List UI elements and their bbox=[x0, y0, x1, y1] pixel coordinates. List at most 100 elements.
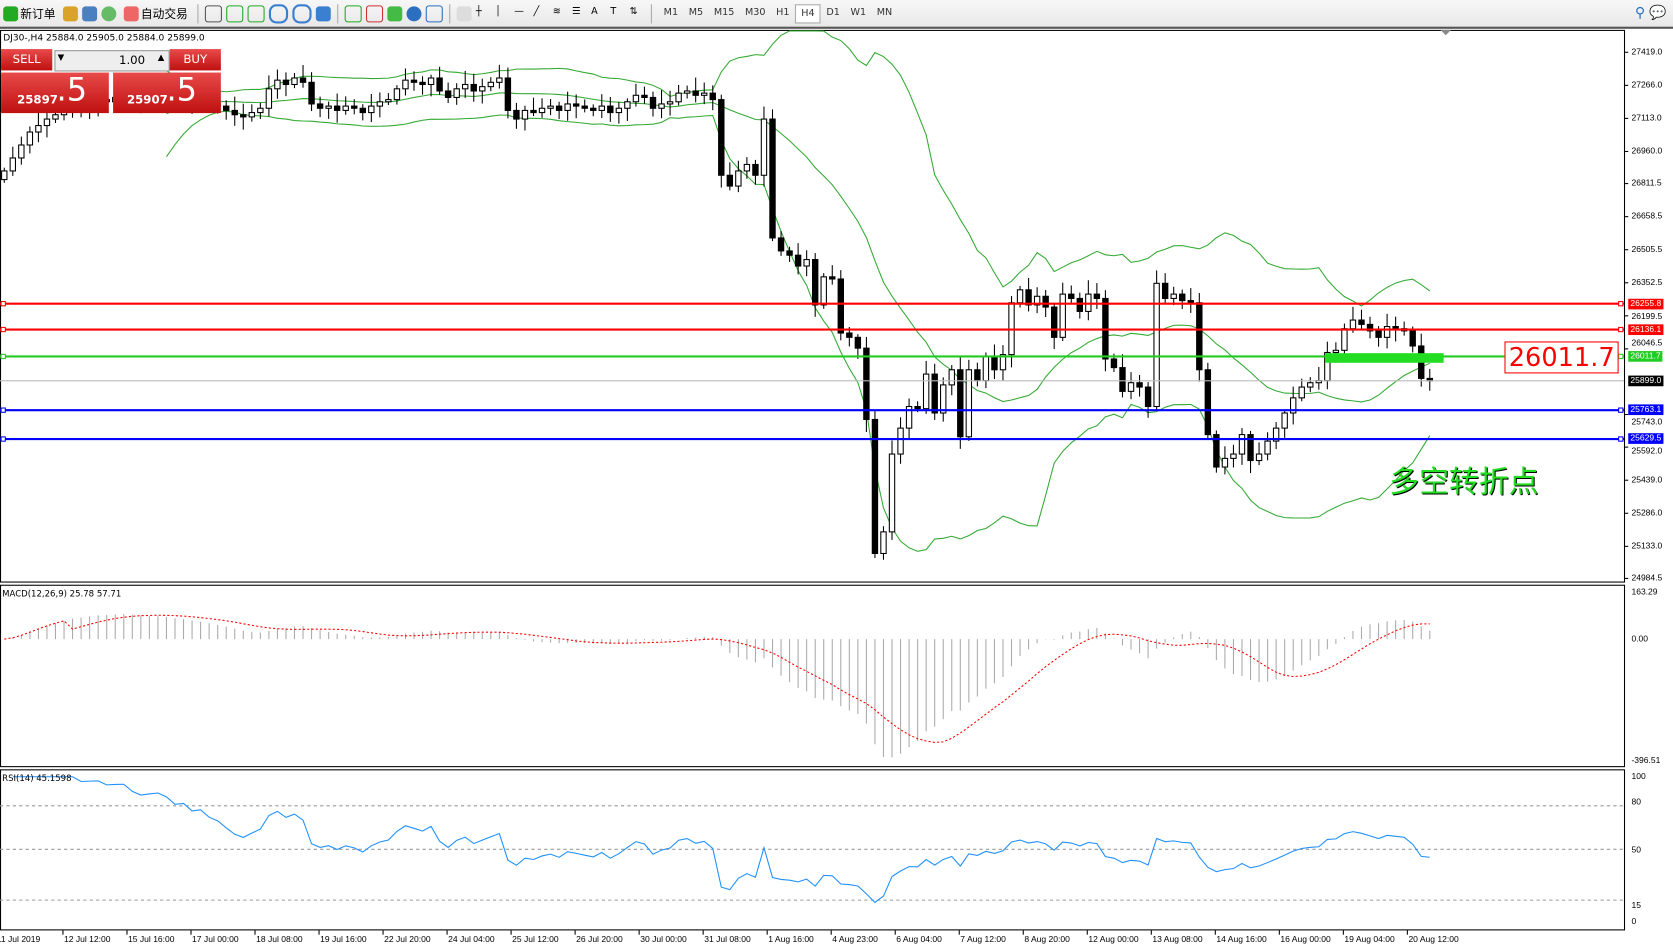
candle-bull bbox=[965, 369, 973, 438]
line-handle bbox=[1618, 301, 1624, 307]
candle-bear bbox=[1144, 386, 1152, 408]
candle-bear bbox=[555, 105, 563, 111]
candle-bull bbox=[257, 107, 264, 114]
new-order-button[interactable]: 新订单 bbox=[0, 3, 59, 24]
divider bbox=[337, 3, 339, 23]
candle-bear bbox=[308, 81, 315, 105]
timeframe-w1[interactable]: W1 bbox=[850, 6, 867, 18]
time-label: 22 Jul 20:00 bbox=[384, 934, 431, 945]
price-tag: 25629.5 bbox=[1628, 433, 1664, 445]
candle-bear bbox=[991, 356, 998, 371]
periods-clock-icon[interactable] bbox=[406, 5, 422, 21]
price-tag: 26136.1 bbox=[1628, 324, 1664, 335]
timeframe-m15[interactable]: M15 bbox=[713, 6, 735, 18]
timeframe-d1[interactable]: D1 bbox=[826, 6, 840, 18]
candle-bear bbox=[1375, 330, 1382, 338]
increase-lot-button[interactable]: ▲ bbox=[157, 52, 165, 62]
vertical-line-icon[interactable]: │ bbox=[495, 5, 501, 17]
chart-header: DJ30-,H4 25884.0 25905.0 25884.0 25899.0 bbox=[3, 33, 205, 44]
sell-price[interactable]: 25897 .5 bbox=[1, 71, 109, 114]
sell-button[interactable]: SELL bbox=[1, 49, 53, 71]
rsi-axis-tick: 15 bbox=[1631, 900, 1641, 911]
search-icon[interactable]: ⚲ bbox=[1634, 5, 1646, 22]
candle-bull bbox=[1127, 382, 1135, 392]
candle-bear bbox=[359, 107, 366, 114]
candle-chart-icon[interactable] bbox=[226, 4, 244, 22]
channel-icon[interactable]: ≋ bbox=[552, 5, 561, 17]
candle-bear bbox=[223, 105, 230, 111]
candle-bear bbox=[316, 103, 324, 109]
candle-bull bbox=[1059, 293, 1066, 338]
candle-bull bbox=[248, 112, 256, 118]
candle-bear bbox=[410, 79, 418, 83]
trendline-icon[interactable]: ╱ bbox=[533, 5, 540, 17]
candle-bull bbox=[880, 531, 887, 555]
time-label: 19 Aug 04:00 bbox=[1344, 934, 1395, 945]
candle-bear bbox=[299, 77, 307, 83]
candle-bull bbox=[982, 356, 990, 382]
candle-bull bbox=[897, 427, 904, 455]
candle-bear bbox=[1204, 369, 1212, 436]
time-label: 18 Jul 08:00 bbox=[256, 934, 303, 945]
templates-icon[interactable] bbox=[425, 4, 443, 22]
text-label-icon[interactable]: T bbox=[610, 5, 617, 17]
timeframe-m5[interactable]: M5 bbox=[688, 6, 704, 18]
tile-windows-icon[interactable] bbox=[315, 5, 331, 21]
horizontal-line-icon[interactable]: — bbox=[514, 5, 524, 17]
macd-axis-tick: -396.51 bbox=[1631, 755, 1661, 766]
candle-bear bbox=[504, 77, 512, 111]
text-icon[interactable]: A bbox=[591, 5, 598, 17]
candle-bear bbox=[1358, 319, 1365, 325]
timeframe-m1[interactable]: M1 bbox=[663, 6, 679, 18]
candle-bull bbox=[18, 144, 25, 159]
candle-bear bbox=[1187, 300, 1194, 304]
decrease-lot-button[interactable]: ▼ bbox=[57, 52, 65, 62]
candle-bear bbox=[863, 347, 870, 421]
price-tick: 26046.5 bbox=[1631, 338, 1663, 348]
timeframe-m30[interactable]: M30 bbox=[744, 6, 766, 18]
time-label: 7 Aug 12:00 bbox=[960, 934, 1006, 945]
book-icon[interactable] bbox=[62, 5, 78, 21]
time-label: 25 Jul 12:00 bbox=[512, 934, 559, 945]
candle-bull bbox=[1349, 319, 1357, 330]
timeframe-h4[interactable]: H4 bbox=[794, 3, 821, 23]
auto-scroll-icon[interactable] bbox=[344, 4, 362, 22]
time-label: 14 Aug 16:00 bbox=[1216, 934, 1267, 945]
price-label-box: 26011.7 bbox=[1504, 341, 1619, 374]
candle-bull bbox=[666, 101, 674, 105]
timeframe-h1[interactable]: H1 bbox=[776, 6, 790, 18]
candle-bear bbox=[240, 114, 247, 118]
bar-chart-icon[interactable] bbox=[204, 4, 222, 22]
buy-button[interactable]: BUY bbox=[169, 49, 221, 71]
time-label: 6 Aug 04:00 bbox=[896, 934, 942, 945]
timeframe-mn[interactable]: MN bbox=[876, 6, 893, 18]
zoom-out-icon[interactable] bbox=[292, 3, 312, 23]
price-tick: 27113.0 bbox=[1631, 113, 1662, 123]
lot-size-input[interactable]: ▼ 1.00 ▲ bbox=[54, 50, 170, 72]
candle-bear bbox=[957, 369, 964, 438]
time-label: 12 Aug 00:00 bbox=[1088, 934, 1139, 945]
divider bbox=[449, 3, 451, 23]
candle-bear bbox=[871, 418, 879, 555]
chat-icon[interactable]: 💬 bbox=[1649, 5, 1667, 22]
candle-bear bbox=[726, 174, 734, 187]
candle-bull bbox=[1298, 386, 1305, 399]
arrows-icon[interactable]: ⇅ bbox=[629, 5, 638, 17]
price-tick: 25743.0 bbox=[1631, 417, 1663, 428]
fibonacci-icon[interactable]: ☰ bbox=[571, 5, 581, 17]
signal-icon[interactable] bbox=[101, 5, 117, 21]
zoom-in-icon[interactable] bbox=[268, 3, 289, 23]
crosshair-icon[interactable]: ┼ bbox=[475, 5, 482, 17]
line-chart-icon[interactable] bbox=[247, 4, 265, 22]
buy-price[interactable]: 25907 .5 bbox=[113, 71, 221, 114]
candle-bull bbox=[1153, 282, 1160, 408]
auto-trading-button[interactable]: 自动交易 bbox=[121, 3, 191, 24]
chart-shift-icon[interactable] bbox=[365, 4, 384, 22]
terminal-icon[interactable] bbox=[82, 5, 98, 21]
cursor-icon[interactable] bbox=[456, 5, 472, 21]
candle-bear bbox=[590, 107, 597, 111]
indicators-icon[interactable] bbox=[387, 5, 403, 21]
candle-bull bbox=[376, 101, 384, 107]
macd-pane bbox=[0, 584, 1626, 768]
